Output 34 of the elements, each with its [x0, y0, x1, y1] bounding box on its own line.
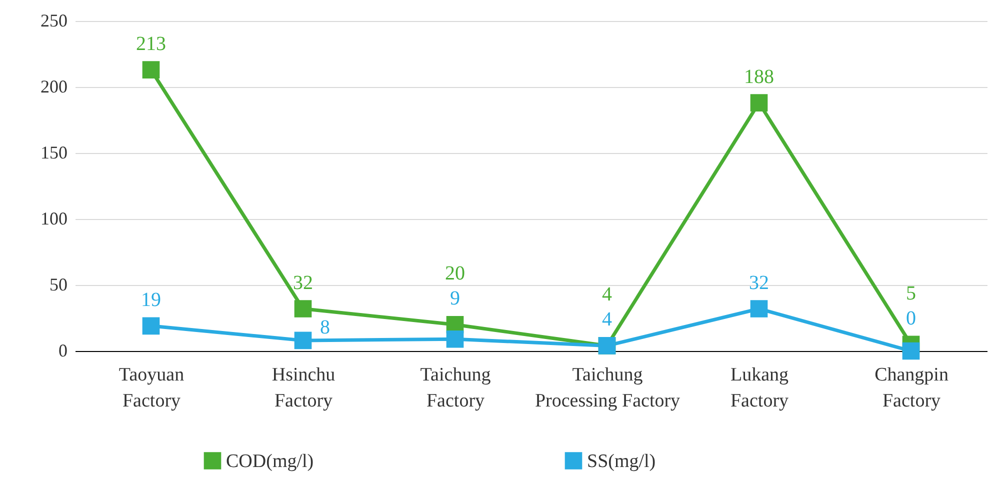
data-label: 213	[136, 32, 166, 55]
y-tick-label: 100	[40, 208, 68, 228]
data-label: 32	[293, 272, 313, 294]
x-tick-label: Taichung Factory	[420, 364, 492, 412]
point	[750, 94, 768, 112]
data-label: 8	[320, 316, 330, 338]
x-tick-label: Taichung Processing Factory	[534, 364, 681, 412]
point	[446, 330, 464, 348]
data-label: 9	[450, 288, 460, 310]
data-label: 32	[749, 272, 769, 294]
y-tick-label: 200	[40, 76, 68, 96]
x-tick-label: Lukang Factory	[730, 364, 790, 412]
data-label: 4	[602, 308, 612, 331]
legend-label: SS(mg/l)	[587, 450, 656, 472]
point	[902, 342, 920, 360]
x-tick-label: Hsinchu Factory	[272, 364, 336, 412]
data-label: 0	[906, 307, 916, 330]
x-tick-label: Taoyuan Factory	[118, 364, 185, 412]
y-tick-label: 150	[40, 142, 68, 162]
y-tick-label: 250	[40, 10, 68, 30]
y-tick-label: 0	[58, 340, 68, 360]
point	[294, 332, 312, 350]
point	[142, 317, 160, 335]
point	[142, 61, 160, 78]
data-label: 4	[602, 284, 612, 306]
data-label: 19	[141, 288, 161, 311]
data-label: 5	[906, 282, 916, 304]
point	[294, 300, 312, 318]
y-tick-label: 50	[50, 274, 68, 294]
legend-label: COD(mg/l)	[226, 450, 314, 472]
x-tick-label: Changpin Factory	[874, 364, 949, 412]
data-label: 20	[445, 262, 465, 285]
data-label: 188	[744, 66, 774, 88]
point	[750, 300, 768, 318]
